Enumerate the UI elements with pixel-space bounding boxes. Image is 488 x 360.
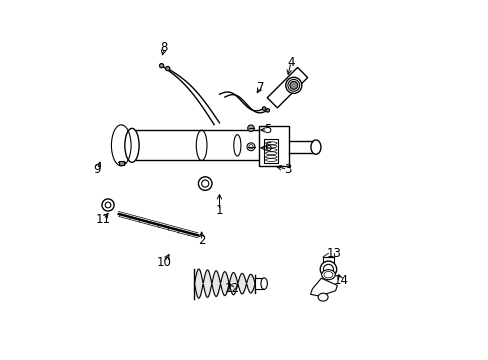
Text: 11: 11 [96,213,111,226]
Bar [267,67,307,108]
Bar [119,161,123,165]
Ellipse shape [310,140,320,154]
Text: 1: 1 [215,204,223,217]
Ellipse shape [165,66,169,71]
Text: 8: 8 [160,41,167,54]
Ellipse shape [247,125,254,131]
Ellipse shape [321,270,335,280]
Text: 3: 3 [283,163,290,176]
Text: 12: 12 [224,283,239,296]
Bar [258,126,288,166]
Bar [264,139,278,163]
Ellipse shape [289,81,297,89]
Text: 14: 14 [333,274,348,287]
Ellipse shape [261,278,267,289]
Ellipse shape [317,293,327,301]
Bar [255,278,264,289]
Ellipse shape [262,107,265,111]
Ellipse shape [159,64,163,68]
Ellipse shape [285,77,301,93]
Text: 6: 6 [264,141,271,154]
Text: 4: 4 [286,55,294,69]
Polygon shape [310,278,337,296]
Ellipse shape [265,109,269,112]
Text: 7: 7 [256,81,264,94]
Ellipse shape [124,129,139,162]
Text: 9: 9 [93,163,101,176]
Text: 5: 5 [264,123,271,136]
Text: 10: 10 [156,256,171,269]
Text: 13: 13 [325,247,341,260]
Text: 2: 2 [198,234,205,247]
